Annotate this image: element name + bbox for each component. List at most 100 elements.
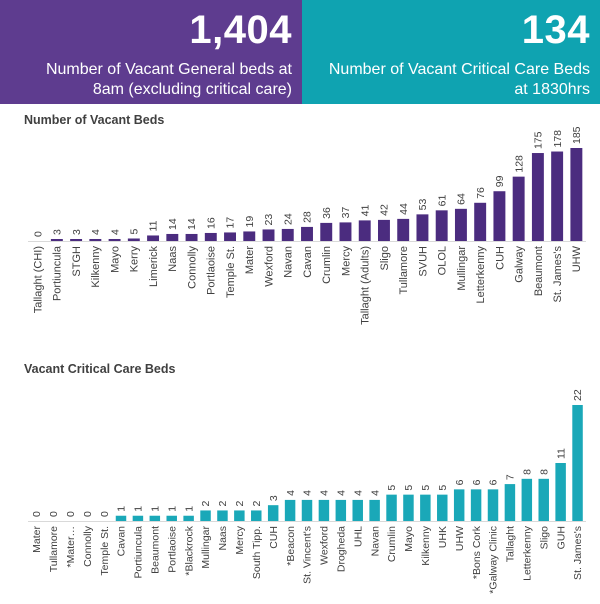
- bar: [339, 222, 352, 241]
- x-tick-label: UHW: [571, 245, 583, 272]
- bar: [437, 494, 448, 521]
- data-label: 5: [420, 485, 432, 491]
- data-label: 3: [71, 229, 83, 235]
- x-tick-label: Mercy: [234, 525, 246, 554]
- x-tick-label: UHL: [352, 526, 364, 547]
- data-label: 4: [335, 490, 347, 496]
- bar: [301, 226, 313, 241]
- x-tick-label: OLOL: [437, 246, 449, 275]
- x-tick-label: Beaumont: [149, 526, 161, 574]
- data-label: 0: [48, 511, 60, 517]
- x-tick-label: South Tipp.: [251, 526, 263, 579]
- x-tick-label: Sligo: [379, 246, 391, 270]
- data-label: 42: [379, 204, 391, 216]
- data-label: 178: [552, 130, 564, 148]
- bar: [132, 515, 144, 521]
- bar: [572, 405, 583, 521]
- x-tick-label: Tallaght (Adults): [360, 246, 372, 325]
- x-tick-label: St. James's: [552, 246, 564, 303]
- x-tick-label: Mullingar: [200, 526, 212, 569]
- bar: [318, 499, 330, 521]
- vacant-beds-chart: 0 Tallaght (CHI) 3 Portiuncula 3 STGH 4 Kilkenn…: [28, 126, 586, 325]
- kpi-critical-value: 134: [521, 8, 590, 52]
- data-label: 2: [200, 500, 212, 506]
- data-label: 99: [494, 175, 506, 187]
- data-label: 11: [148, 220, 160, 231]
- x-tick-label: SVUH: [417, 246, 429, 277]
- bar: [470, 489, 482, 521]
- data-label: 4: [352, 490, 364, 496]
- x-tick-label: Drogheda: [335, 526, 347, 572]
- data-label: 8: [538, 469, 550, 475]
- data-label: 5: [386, 485, 398, 491]
- x-tick-label: *Bons Cork: [471, 525, 483, 579]
- chart-title-vacant-beds: Number of Vacant Beds: [24, 113, 165, 127]
- x-tick-label: Mullingar: [456, 246, 468, 291]
- bar: [166, 233, 179, 241]
- bar: [301, 499, 313, 521]
- bar: [70, 239, 83, 241]
- x-tick-label: Connolly: [186, 246, 198, 289]
- bar: [453, 489, 465, 521]
- data-label: 41: [359, 205, 371, 217]
- x-tick-label: Portiuncula: [52, 245, 64, 301]
- data-label: 128: [513, 155, 525, 173]
- kpi-critical-label: Number of Vacant Critical Care Beds at 1…: [300, 60, 590, 100]
- x-tick-label: *Galway Clinic: [488, 526, 500, 594]
- bar: [531, 153, 544, 241]
- bar: [378, 219, 390, 241]
- bar: [551, 151, 564, 241]
- x-tick-label: Portiuncula: [133, 526, 145, 579]
- bar: [89, 238, 102, 241]
- x-tick-label: Naas: [217, 526, 229, 551]
- x-tick-label: CUH: [268, 526, 280, 549]
- data-label: 2: [251, 500, 263, 506]
- x-tick-label: Tallaght: [505, 526, 517, 562]
- bar: [420, 494, 431, 521]
- data-label: 1: [149, 506, 161, 512]
- x-tick-label: UHK: [437, 526, 449, 548]
- x-tick-label: *Mater…: [65, 526, 77, 567]
- data-label: 0: [99, 511, 111, 517]
- x-tick-label: Letterkenny: [475, 246, 487, 304]
- kpi-critical-label-line1: Number of Vacant Critical Care Beds: [328, 61, 590, 78]
- data-label: 0: [31, 511, 43, 517]
- kpi-general-label-line1: Number of Vacant General beds at: [45, 61, 292, 78]
- data-label: 0: [82, 511, 94, 517]
- data-label: 0: [65, 511, 77, 517]
- kpi-general-value: 1,404: [189, 8, 292, 52]
- x-tick-label: Crumlin: [386, 526, 398, 562]
- bar: [454, 208, 467, 241]
- x-tick-label: Kilkenny: [420, 525, 432, 565]
- x-tick-label: Letterkenny: [521, 525, 533, 581]
- x-tick-label: Sligo: [538, 526, 550, 550]
- chart-title-critical-care: Vacant Critical Care Beds: [24, 362, 176, 376]
- bar: [320, 222, 333, 241]
- x-tick-label: UHW: [454, 526, 466, 551]
- x-tick-label: Cavan: [116, 526, 128, 557]
- kpi-critical-label-line2: at 1830hrs: [514, 81, 590, 98]
- data-label: 0: [32, 231, 44, 237]
- x-tick-label: Temple St.: [99, 526, 111, 576]
- bar: [358, 220, 371, 241]
- data-label: 1: [116, 506, 128, 512]
- bar: [435, 210, 448, 241]
- bar: [416, 214, 429, 241]
- bar: [403, 494, 414, 521]
- bar: [521, 478, 533, 521]
- data-label: 17: [225, 217, 237, 229]
- bar: [217, 510, 228, 521]
- data-label: 1: [133, 506, 145, 512]
- bar: [183, 515, 194, 521]
- data-label: 1: [183, 506, 195, 512]
- bar: [538, 478, 549, 521]
- bar: [147, 235, 160, 241]
- x-tick-label: Kilkenny: [90, 246, 102, 288]
- bar: [352, 499, 363, 521]
- data-label: 4: [319, 490, 331, 496]
- bar: [512, 176, 525, 241]
- bar: [127, 238, 140, 241]
- data-label: 22: [572, 389, 584, 401]
- x-tick-label: Mater: [31, 526, 43, 553]
- x-tick-label: Tullamore: [48, 526, 60, 572]
